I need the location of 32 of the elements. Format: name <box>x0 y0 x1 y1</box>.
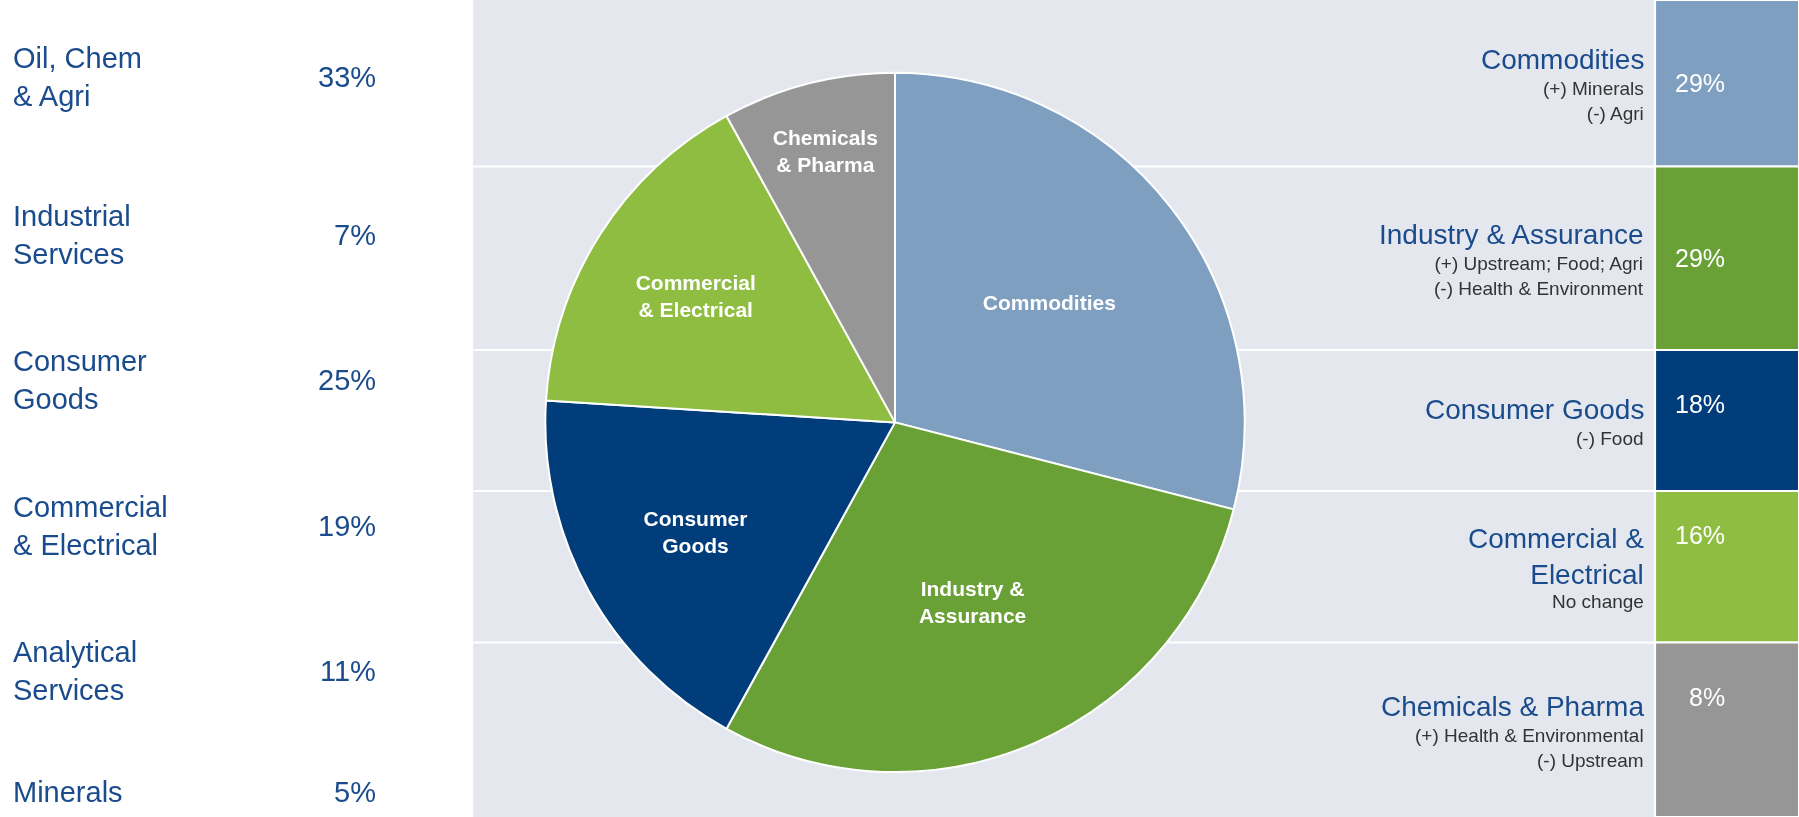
text: 18% <box>1675 390 1726 418</box>
text: (+) Minerals (-) Agri <box>1543 78 1644 124</box>
slice-label: Chemicals & Pharma <box>772 126 878 177</box>
slice-label: Industry & Assurance <box>918 576 1027 627</box>
text: Consumer Goods <box>13 345 148 415</box>
text: 11% <box>320 655 376 687</box>
text: 5% <box>334 776 376 808</box>
text: 19% <box>318 510 377 542</box>
text: 7% <box>334 219 376 251</box>
text: Commercial & Electrical <box>13 491 168 561</box>
text: 33% <box>318 61 377 93</box>
text: Minerals <box>13 776 123 808</box>
text: Chemicals & Pharma <box>1381 691 1645 722</box>
text: (+) Upstream; Food; Agri (-) Health & Environment <box>1434 253 1644 299</box>
text: 16% <box>1675 521 1726 549</box>
text: 29% <box>1675 244 1726 272</box>
text: 8% <box>1689 683 1726 711</box>
text: 25% <box>318 364 377 396</box>
slice-label: Consumer Goods <box>643 506 748 558</box>
text: Industry & Assurance <box>1379 219 1644 250</box>
text: Industrial Services <box>13 200 131 270</box>
text: Commercial & Electrical <box>1468 523 1645 591</box>
text: 29% <box>1675 69 1726 97</box>
text: No change <box>1552 591 1644 612</box>
text: Oil, Chem & Agri <box>13 42 142 112</box>
slice-label: Commercial & Electrical <box>635 270 756 322</box>
text: (-) Food <box>1576 428 1644 449</box>
text: Analytical Services <box>13 636 138 706</box>
slice-label: Commodities <box>982 291 1116 315</box>
text: Commodities <box>1481 44 1645 75</box>
text: (+) Health & Environmental (-) Upstream <box>1415 725 1644 771</box>
text: Consumer Goods <box>1425 394 1645 425</box>
